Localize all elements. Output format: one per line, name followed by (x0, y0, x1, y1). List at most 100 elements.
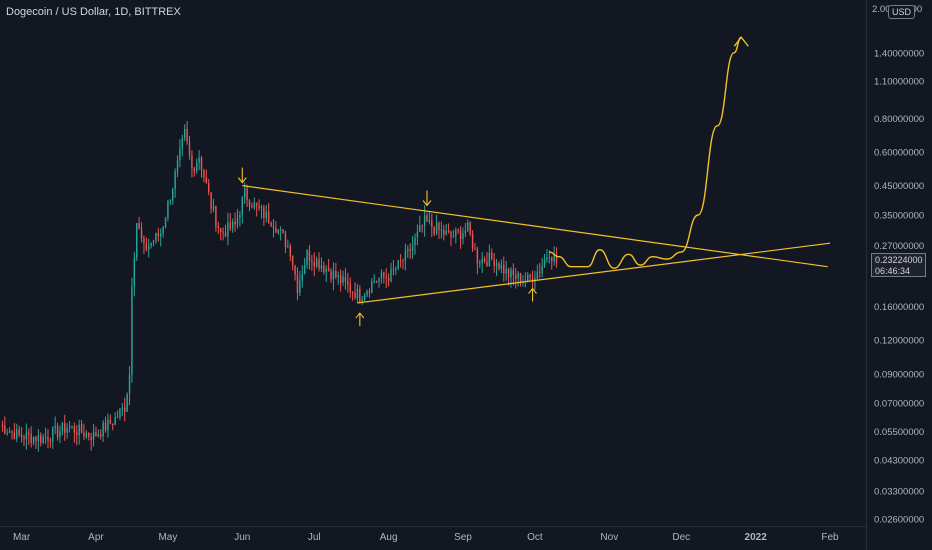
candle-body (311, 261, 313, 263)
candle-body (503, 264, 505, 274)
candle-body (227, 222, 229, 237)
candle-body (176, 160, 179, 172)
candle-body (56, 426, 59, 437)
candle-body (198, 157, 200, 163)
chart-title: Dogecoin / US Dollar, 1D, BITTREX (6, 6, 181, 18)
candle-body (80, 424, 83, 433)
candle-body (387, 277, 390, 282)
candle-body (493, 258, 495, 266)
candle-body (294, 265, 296, 275)
candle-body (469, 222, 471, 235)
candle-body (337, 275, 339, 278)
candle-body (251, 206, 253, 208)
candle-body (231, 221, 234, 229)
candle-body (97, 434, 100, 437)
time-tick-label: Apr (88, 532, 104, 543)
time-tick-label: Aug (380, 532, 398, 543)
candle-body (404, 250, 407, 261)
candle-body (212, 206, 215, 209)
candle-body (479, 263, 481, 265)
candle-body (44, 437, 47, 439)
candle-body (28, 432, 30, 435)
arrow-up-icon (528, 287, 537, 302)
price-axis: 1.40000000 1.10000000 0.80000000 0.60000000… (866, 0, 924, 550)
candle-body (421, 225, 423, 227)
candle-body (531, 277, 534, 282)
candle-body (85, 432, 88, 437)
candle-body (395, 268, 397, 270)
candle-body (52, 427, 54, 442)
candle-body (205, 177, 208, 184)
candle-body (167, 201, 169, 218)
price-tick-label: 1.40000000 (874, 48, 924, 59)
candle-body (289, 245, 291, 257)
candle-body (291, 256, 294, 266)
candle-body (183, 128, 186, 139)
candle-body (217, 226, 220, 229)
candle-body (66, 428, 68, 433)
candle-body (505, 268, 507, 274)
candle-body (253, 202, 256, 208)
candle-body (203, 169, 205, 178)
candle-body (37, 435, 40, 442)
price-tick-label: 0.60000000 (874, 147, 924, 158)
candle-body (191, 155, 193, 168)
candle-body (536, 271, 539, 279)
candle-body (20, 434, 23, 438)
candle-body (243, 188, 246, 198)
price-tick-label: 0.12000000 (874, 336, 924, 347)
candle-body (164, 217, 167, 227)
price-tick-label: 0.27000000 (874, 241, 924, 252)
candle-body (529, 275, 531, 278)
candle-body (90, 436, 92, 440)
candle-body (258, 205, 260, 209)
candle-body (325, 268, 327, 272)
candle-body (315, 259, 318, 267)
candle-body (114, 416, 116, 426)
candle-body (306, 250, 308, 266)
time-tick-label: Feb (821, 532, 839, 543)
arrow-down-icon (422, 190, 432, 207)
countdown-label: 06:46:34 (875, 266, 911, 276)
candle-body (88, 432, 90, 437)
candle-body (407, 249, 409, 251)
candle-body (200, 157, 203, 170)
candle-body (224, 232, 227, 237)
time-tick-label: 2022 (745, 532, 768, 543)
candle-body (222, 231, 224, 233)
candle-body (299, 280, 301, 293)
candle-body (373, 281, 375, 283)
price-tick-label: 0.05500000 (874, 427, 924, 438)
candle-body (40, 435, 42, 443)
candle-body (313, 262, 315, 267)
candle-body (349, 284, 351, 292)
candle-body (347, 281, 349, 285)
candle-body (548, 257, 551, 259)
price-tick-label: 1.10000000 (874, 77, 924, 88)
candle-body (18, 429, 20, 435)
candle-body (433, 227, 435, 234)
currency-button[interactable]: USD (888, 5, 916, 19)
candle-body (95, 431, 97, 437)
candle-body (282, 229, 284, 234)
candle-body (61, 423, 64, 432)
candle-body (263, 207, 265, 219)
candle-body (411, 245, 414, 251)
arrow-down-icon (237, 167, 247, 184)
candle-body (100, 434, 102, 437)
candle-body (332, 270, 335, 280)
candle-body (186, 128, 188, 143)
current-price-label: 0.23224000 (875, 255, 923, 265)
candle-body (30, 434, 32, 443)
candle-body (32, 437, 35, 443)
candle-body (179, 148, 181, 161)
candle-body (512, 269, 515, 275)
candle-body (375, 281, 378, 283)
candle-body (301, 274, 303, 281)
candle-body (450, 231, 452, 237)
candle-body (64, 423, 66, 433)
candle-body (181, 138, 184, 149)
candle-body (409, 249, 411, 251)
